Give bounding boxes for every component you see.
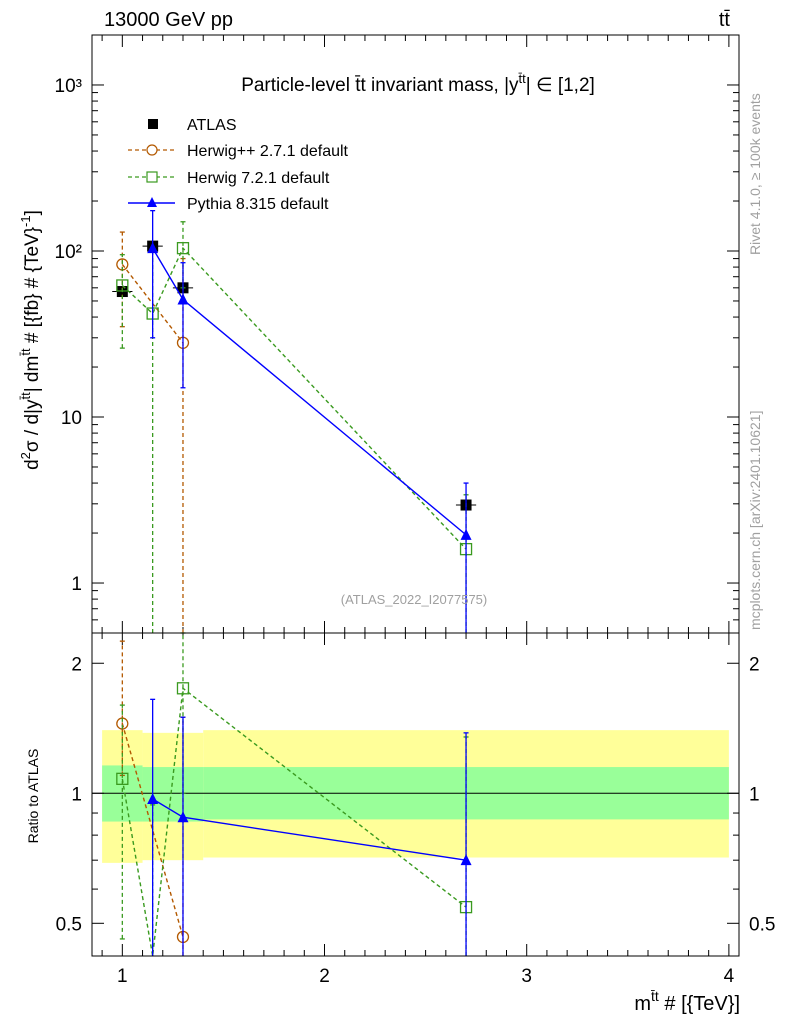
legend-entry-herwig7: Herwig 7.2.1 default	[128, 170, 330, 187]
pythia-8-315-default-marker	[147, 242, 159, 254]
x-axis-label: mt̄t # [{TeV}]	[634, 988, 740, 1015]
pythia-8-315-default-marker	[460, 854, 472, 866]
rivet-version-label: Rivet 4.1.0, ≥ 100k events	[747, 93, 763, 255]
y-tick-label: 1	[71, 574, 82, 595]
series-pythia-8-315-default	[147, 209, 472, 633]
legend-entry-herwigpp: Herwig++ 2.7.1 default	[128, 143, 349, 160]
chart-title: Particle-level t̄t invariant mass, |yt̄t…	[241, 71, 595, 96]
pythia-8-315-default-marker	[460, 528, 472, 540]
ratio-series-layer	[116, 632, 473, 957]
ratio-y-tick-label: 1	[71, 784, 82, 805]
ratio-axis-ticks: 0.5 0.5 1 1 2 2 1 2 3 4	[56, 633, 775, 987]
x-tick-label: 4	[724, 966, 735, 987]
pythia-8-315-default-line	[152, 247, 467, 536]
herwig-7-2-1-default-marker	[116, 279, 129, 292]
main-panel: 1 10 10² 10³ Particle-level t̄t invariant m…	[18, 34, 740, 634]
pythia-8-315-default-marker	[177, 293, 189, 305]
x-tick-label: 2	[319, 966, 330, 987]
process-label: tt̄	[719, 9, 731, 31]
y-axis-label: d2σ / d|yt̄t| dmt̄t # [{fb} # {TeV}-1]	[18, 210, 43, 470]
ratio-y-tick-label-right: 1	[749, 784, 760, 805]
inner-uncertainty-band	[142, 767, 204, 822]
x-tick-label: 1	[117, 966, 128, 987]
herwig-7-2-1-default-line	[121, 246, 467, 550]
legend-label-atlas: ATLAS	[187, 117, 237, 134]
y-tick-label: 10²	[55, 242, 82, 263]
herwig-2-7-1-default-line	[121, 723, 184, 938]
ratio-y-tick-label: 2	[71, 654, 82, 675]
mcplots-source-label: mcplots.cern.ch [arXiv:2401.10621]	[747, 411, 763, 630]
herwig-7-2-1-default-marker	[116, 772, 129, 785]
y-tick-label: 10³	[55, 76, 82, 97]
legend-label-pythia: Pythia 8.315 default	[187, 196, 329, 213]
analysis-reference: (ATLAS_2022_I2077575)	[341, 592, 487, 607]
ratio-uncertainty-bands	[102, 730, 729, 863]
series-atlas	[112, 240, 477, 511]
y-tick-label: 10	[61, 408, 82, 429]
legend-entry-atlas: ATLAS	[148, 117, 237, 134]
ratio-y-tick-label: 0.5	[56, 914, 82, 935]
pythia-8-315-default-marker	[147, 792, 159, 804]
legend-marker-pythia	[147, 197, 157, 207]
series-herwig-7-2-1-default	[116, 221, 473, 633]
legend-label-herwigpp: Herwig++ 2.7.1 default	[187, 143, 349, 160]
series-pythia-8-315-default	[147, 698, 472, 956]
legend-marker-herwigpp	[146, 144, 158, 156]
legend-marker-atlas	[148, 119, 158, 129]
energy-label: 13000 GeV pp	[104, 9, 233, 31]
herwig-7-2-1-default-marker	[176, 682, 190, 695]
main-axis-ticks: 1 10 10² 10³	[55, 34, 739, 634]
pythia-8-315-default-marker	[177, 811, 189, 823]
herwig-7-2-1-default-marker	[176, 242, 190, 255]
x-tick-label: 3	[521, 966, 532, 987]
ratio-y-tick-label-right: 2	[749, 654, 760, 675]
main-series-layer	[112, 209, 477, 633]
legend-label-herwig7: Herwig 7.2.1 default	[187, 170, 330, 187]
ratio-panel: 0.5 0.5 1 1 2 2 1 2 3 4 Ratio to ATLAS mt̄t # [{T…	[25, 632, 775, 1015]
ratio-y-axis-label: Ratio to ATLAS	[25, 749, 41, 844]
ratio-plot-frame	[91, 632, 740, 957]
ratio-y-tick-label-right: 0.5	[749, 914, 775, 935]
legend: ATLAS Herwig++ 2.7.1 default Herwig 7.2.…	[128, 117, 349, 213]
legend-entry-pythia: Pythia 8.315 default	[128, 196, 329, 213]
legend-marker-herwig7	[146, 171, 158, 183]
